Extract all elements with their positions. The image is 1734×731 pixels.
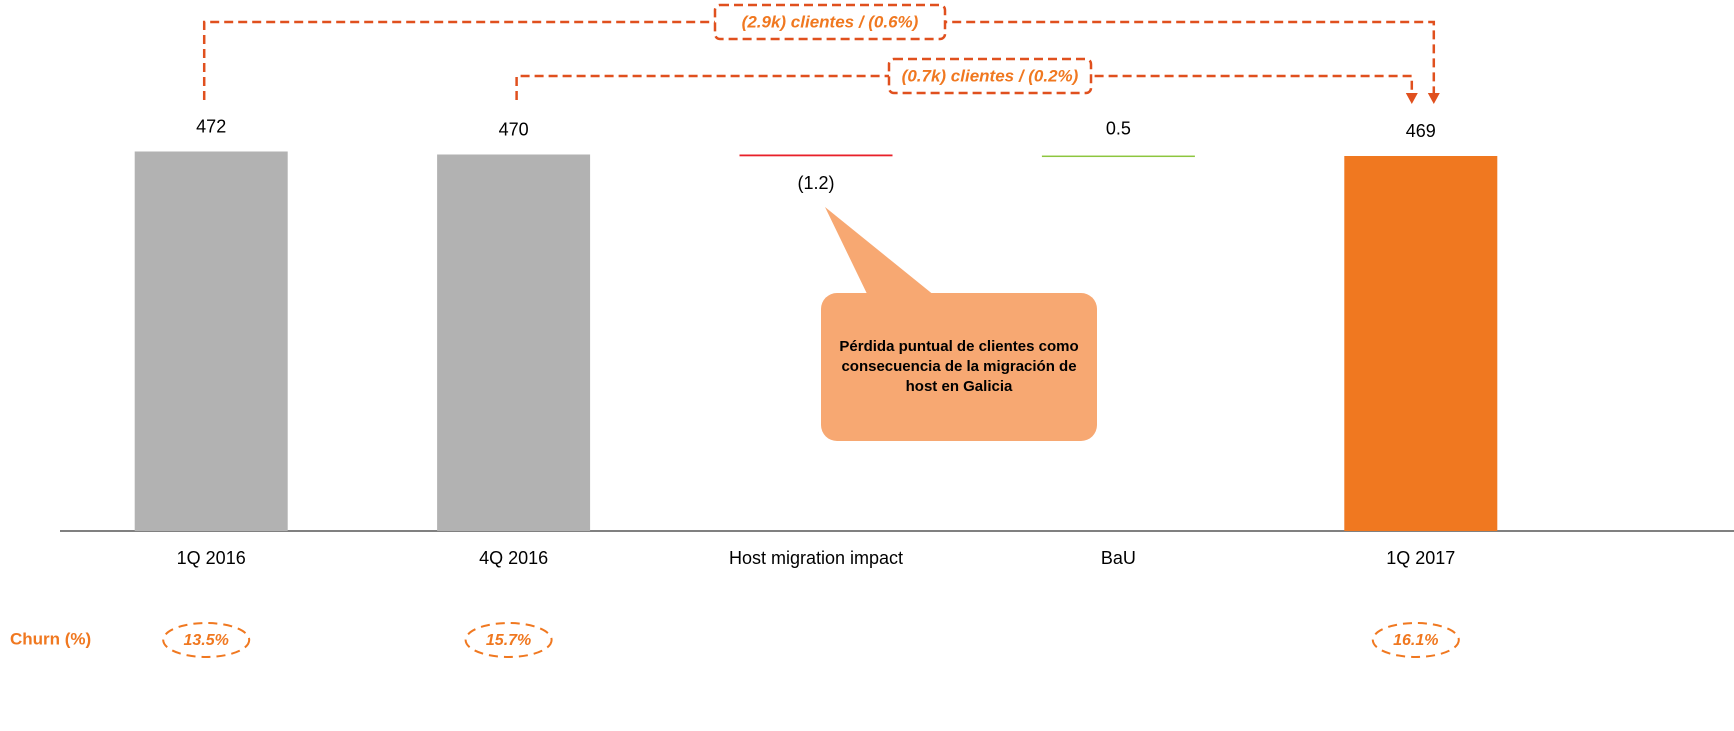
value-label: 0.5	[1106, 118, 1131, 138]
x-tick-label: 1Q 2017	[1386, 548, 1455, 568]
churn-ellipse	[464, 622, 553, 658]
bracket-arrow	[1427, 93, 1440, 104]
churn-value: 15.7%	[486, 632, 531, 649]
delta-bar	[1041, 155, 1195, 158]
churn-value: 13.5%	[184, 632, 229, 649]
bracket-arrow	[1405, 93, 1418, 104]
x-tick-label: 1Q 2016	[177, 548, 246, 568]
bracket-label-box	[887, 57, 1093, 95]
delta-bar	[739, 154, 893, 157]
bar	[134, 151, 288, 531]
churn-value: 16.1%	[1393, 632, 1438, 649]
bracket-label-box	[713, 3, 947, 41]
bar	[437, 154, 591, 531]
value-label: 470	[499, 119, 529, 139]
x-tick-label: Host migration impact	[729, 548, 903, 568]
churn-label: Churn (%)	[10, 629, 91, 648]
bracket-line	[515, 74, 1414, 100]
callout-box	[821, 293, 1097, 441]
value-label: 469	[1406, 121, 1436, 141]
value-label: (1.2)	[797, 173, 834, 193]
churn-ellipse	[1371, 622, 1460, 658]
churn-ellipse	[162, 622, 251, 658]
x-tick-label: BaU	[1101, 548, 1136, 568]
x-tick-label: 4Q 2016	[479, 548, 548, 568]
bar	[1344, 156, 1498, 531]
bracket-label: (2.9k) clientes / (0.6%)	[742, 12, 919, 31]
value-label: 472	[196, 116, 226, 136]
callout-text: Pérdida puntual de clientes como consecu…	[839, 338, 1079, 395]
bracket-label: (0.7k) clientes / (0.2%)	[902, 66, 1079, 85]
callout: Pérdida puntual de clientes como consecu…	[839, 338, 1079, 395]
callout-pointer	[825, 207, 940, 300]
